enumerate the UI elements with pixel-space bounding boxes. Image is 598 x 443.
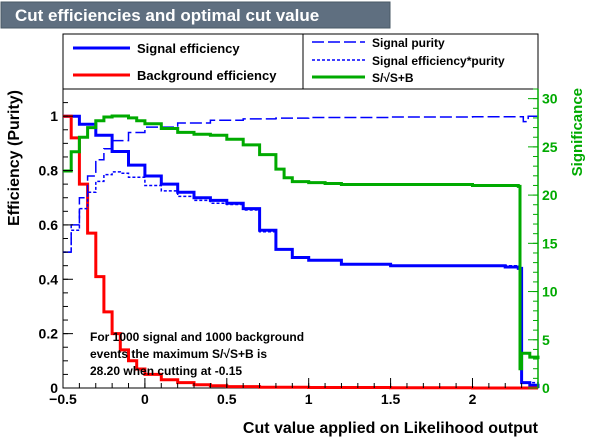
legend-label: S/√S+B — [372, 71, 414, 85]
legend-label: Signal efficiency — [137, 41, 240, 56]
series-line-5 — [63, 114, 540, 371]
y-right-tick-label: 25 — [542, 139, 558, 155]
y-right-tick-label: 15 — [542, 235, 558, 251]
right-axis: 0 5 10 15 20 25 30 — [528, 88, 558, 396]
series-line-3 — [63, 115, 538, 253]
x-tick-label: 0.5 — [217, 391, 237, 407]
y-right-tick-label: 5 — [542, 332, 550, 348]
annotation-line: events the maximum S/√S+B is — [90, 347, 267, 361]
x-tick-label: 2 — [469, 391, 477, 407]
legend-label: Background efficiency — [137, 68, 277, 83]
annotation-line: 28.20 when cutting at -0.15 — [90, 364, 242, 378]
legend: Signal efficiency Background efficiency Si… — [73, 36, 505, 85]
y-tick-label: 0 — [50, 380, 58, 396]
series-layer — [63, 114, 540, 390]
series-line-1 — [63, 114, 540, 388]
chart-title: Cut efficiencies and optimal cut value — [15, 6, 319, 25]
legend-label: Signal purity — [372, 36, 445, 50]
y-right-axis-label: Significance — [569, 88, 586, 176]
y-tick-label: 0.6 — [39, 217, 59, 233]
legend-box — [62, 33, 539, 90]
title-box — [0, 1, 391, 29]
annotation: For 1000 signal and 1000 background event… — [90, 330, 304, 378]
annotation-line: For 1000 signal and 1000 background — [90, 330, 304, 344]
x-tick-label: 0 — [141, 391, 149, 407]
y-tick-label: 0.2 — [39, 326, 59, 342]
y-right-tick-label: 10 — [542, 284, 558, 300]
y-tick-label: 0.8 — [39, 163, 59, 179]
x-tick-label: −0.5 — [49, 391, 77, 407]
series-line-4 — [63, 171, 539, 388]
x-tick-label: 1 — [305, 391, 313, 407]
y-tick-label: 0.4 — [39, 271, 59, 287]
y-right-tick-label: 0 — [542, 380, 550, 396]
x-tick-label: 1.5 — [381, 391, 401, 407]
y-tick-label: 1 — [50, 108, 58, 124]
y-axis-label: Efficiency (Purity) — [6, 90, 23, 226]
series-line-2 — [63, 114, 538, 390]
bottom-axis: −0.5 0 0.5 1 1.5 2 — [49, 378, 539, 407]
legend-label: Signal efficiency*purity — [372, 54, 505, 68]
y-right-tick-label: 20 — [542, 187, 558, 203]
left-axis: 0 0.2 0.4 0.6 0.8 1 — [39, 88, 73, 396]
x-axis-label: Cut value applied on Likelihood output — [243, 420, 539, 437]
y-right-tick-label: 30 — [542, 91, 558, 107]
